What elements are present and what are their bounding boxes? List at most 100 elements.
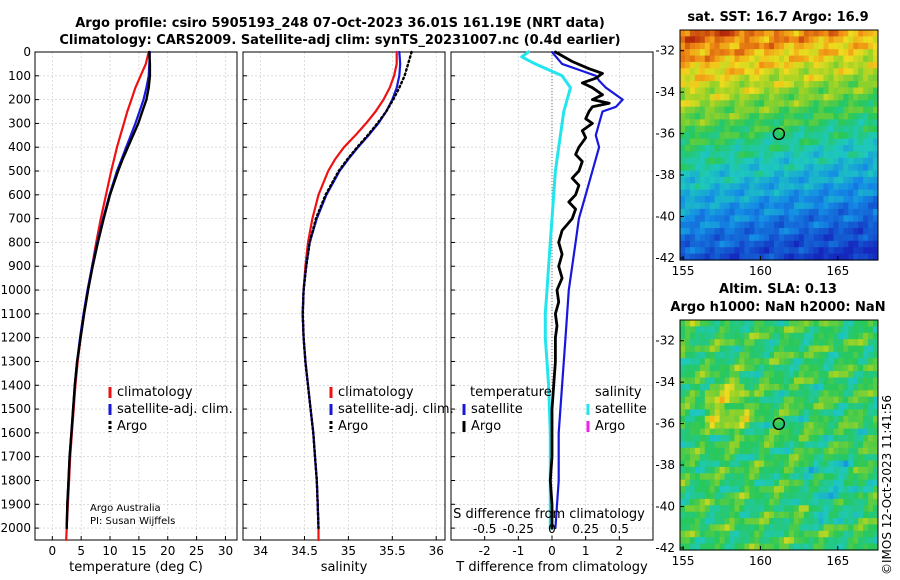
sla-map-cell — [843, 415, 849, 423]
sst-map-cell — [754, 68, 760, 76]
sst-map-cell — [685, 183, 691, 191]
sla-map-cell — [704, 351, 711, 359]
sst-map-cell — [724, 36, 730, 44]
sla-map-cell — [759, 511, 765, 519]
sla-map-cell — [823, 358, 829, 366]
sla-map-cell — [685, 537, 691, 545]
sst-map-cell — [680, 61, 686, 69]
sla-map-cell — [759, 460, 765, 468]
sla-map-cell — [704, 518, 711, 526]
sst-map-cell — [754, 164, 760, 172]
sla-map-cell — [823, 403, 829, 411]
sst-map-cell — [848, 132, 854, 140]
sst-map-cell — [724, 119, 730, 127]
sst-map-cell — [823, 164, 829, 172]
sst-map-cell — [863, 132, 869, 140]
sla-map-cell — [868, 339, 874, 347]
sst-map-cell — [784, 132, 790, 140]
sst-map-cell — [813, 138, 820, 146]
sst-map-cell — [868, 30, 874, 37]
sst-map-cell — [873, 74, 879, 82]
sst-map-cell — [863, 189, 869, 197]
sst-map-cell — [724, 93, 730, 101]
sst-map-cell — [868, 145, 874, 152]
sst-map-cell — [699, 196, 706, 204]
sla-map-cell — [764, 383, 770, 391]
sst-map-cell — [724, 176, 730, 184]
sla-map-cell — [853, 422, 859, 430]
sst-map-cell — [699, 189, 706, 197]
sst-map-cell — [798, 138, 805, 146]
sst-map-cell — [680, 234, 686, 242]
sla-map-cell — [769, 447, 775, 455]
sst-map-cell — [779, 74, 785, 82]
sst-map-cell — [873, 228, 879, 236]
sst-map-cell — [749, 189, 755, 197]
sla-map-cell — [868, 498, 874, 506]
sla-map-cell — [818, 511, 825, 519]
sst-map-cell — [803, 183, 810, 191]
sla-map-cell — [833, 364, 839, 372]
sst-map-cell — [729, 36, 735, 44]
sla-map-cell — [719, 524, 726, 532]
sla-map-cell — [769, 454, 775, 462]
sla-map-cell — [709, 473, 716, 481]
sla-map-cell — [759, 479, 765, 487]
sst-map-cell — [709, 36, 716, 44]
sla-map-argo-marker — [772, 417, 786, 431]
sla-map-cell — [680, 351, 686, 359]
sla-map-cell — [833, 428, 839, 436]
sla-map-cell — [853, 364, 859, 372]
sla-map-cell — [680, 524, 686, 532]
sst-map-cell — [808, 240, 815, 248]
sst-map-cell — [818, 228, 825, 236]
sst-map-cell — [754, 81, 760, 89]
sla-map-cell — [680, 447, 686, 455]
sst-map-cell — [719, 176, 726, 184]
sst-map-cell — [680, 106, 686, 114]
sla-map-cell — [813, 492, 820, 500]
sla-map-cell — [709, 447, 716, 455]
sst-map-cell — [680, 215, 686, 223]
sst-map-cell — [754, 61, 760, 69]
sst-map-cell — [813, 170, 820, 178]
sst-map-cell — [818, 68, 825, 76]
sla-map-cell — [784, 403, 790, 411]
temperature-xtick-label: 0 — [48, 544, 56, 558]
sst-map-cell — [813, 157, 820, 165]
sla-map-cell — [694, 358, 701, 366]
sst-map-cell — [823, 247, 829, 255]
sla-map-cell — [803, 371, 810, 379]
sst-map-cell — [724, 113, 730, 121]
temperature-frame — [34, 51, 238, 541]
salinity-legend-satellite-label: satellite — [595, 402, 647, 417]
sst-map-cell — [858, 61, 864, 69]
sst-map-cell — [828, 61, 834, 69]
sst-map-cell — [744, 113, 750, 121]
sla-map-cell — [779, 537, 785, 545]
sla-map-cell — [784, 498, 790, 506]
sst-map-cell — [774, 93, 780, 101]
sla-map-cell — [853, 486, 859, 494]
sst-map-cell — [848, 145, 854, 152]
sla-map-cell — [724, 409, 730, 417]
sla-map-cell — [863, 339, 869, 347]
sla-map-cell — [694, 403, 701, 411]
sla-map-cell — [823, 351, 829, 359]
sla-map-cell — [764, 326, 770, 334]
sst-map-cell — [759, 55, 765, 63]
sla-map-cell — [813, 543, 820, 551]
sla-map-cell — [848, 358, 854, 366]
sst-map-cell — [774, 240, 780, 248]
sla-map-cell — [843, 332, 849, 340]
sst-map-cell — [813, 164, 820, 172]
sla-map-cell — [699, 498, 706, 506]
sla-map-cell — [853, 530, 859, 538]
sla-map-cell — [759, 441, 765, 449]
sst-map-cell — [838, 157, 844, 165]
sla-map-cell — [843, 345, 849, 353]
sst-map-cell — [774, 145, 780, 152]
sla-map-cell — [813, 518, 820, 526]
sla-map-cell — [828, 390, 834, 398]
sst-map-cell — [685, 208, 691, 216]
